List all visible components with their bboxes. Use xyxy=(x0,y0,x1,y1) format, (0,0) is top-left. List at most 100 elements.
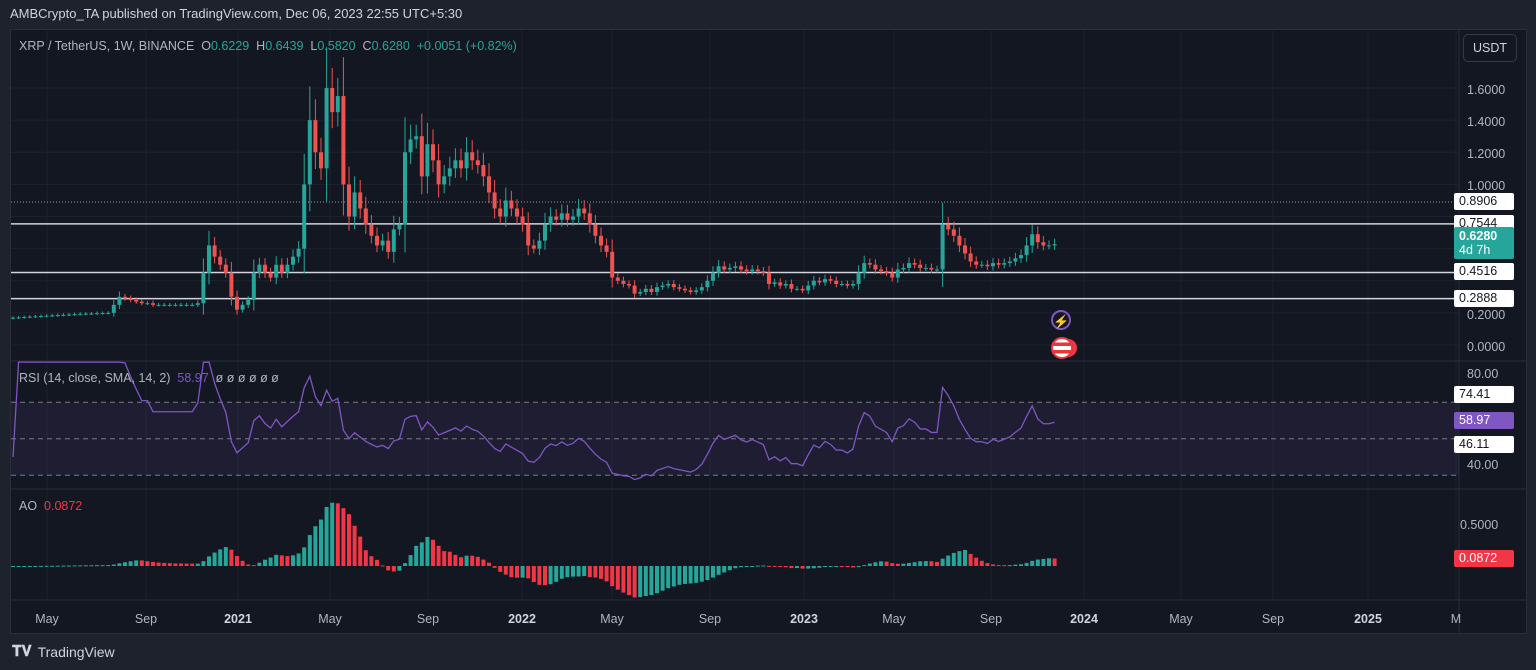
candle-body xyxy=(470,152,475,161)
rsi-line xyxy=(12,361,1055,481)
price-axis-tick: 1.2000 xyxy=(1467,147,1506,162)
candle-body xyxy=(548,216,553,225)
candle-body xyxy=(201,272,206,304)
time-axis-label: Sep xyxy=(134,612,158,626)
symbol-legend[interactable]: XRP / TetherUS, 1W, BINANCE O0.6229 H0.6… xyxy=(19,39,517,53)
candle-body xyxy=(699,287,704,291)
candle-body xyxy=(156,304,161,306)
candle-body xyxy=(1035,234,1040,243)
currency-button[interactable]: USDT xyxy=(1462,34,1517,62)
ao-bar xyxy=(615,566,620,590)
ao-bar xyxy=(195,563,200,566)
ao-bar xyxy=(408,555,413,566)
candle-body xyxy=(464,152,469,169)
chart-frame[interactable]: XRP / TetherUS, 1W, BINANCE O0.6229 H0.6… xyxy=(10,29,1527,634)
candle-body xyxy=(397,224,402,230)
ao-bar xyxy=(498,566,503,572)
candle-body xyxy=(39,316,43,318)
ao-bar xyxy=(1013,564,1018,566)
ao-bar xyxy=(991,564,995,566)
candle-body xyxy=(195,303,200,305)
rsi-lower-tag: 46.11 xyxy=(1454,436,1514,453)
ao-bar xyxy=(173,563,178,566)
candle-body xyxy=(347,184,351,217)
candle-body xyxy=(839,283,844,285)
candle-body xyxy=(694,290,699,293)
candle-body xyxy=(257,264,262,273)
ao-bar xyxy=(739,566,743,568)
candle-body xyxy=(173,304,178,306)
ao-value: 0.0872 xyxy=(44,499,83,513)
ao-bar xyxy=(531,566,536,583)
ao-bar xyxy=(823,566,827,567)
candle-body xyxy=(447,168,452,177)
ao-bar xyxy=(363,550,368,566)
ao-bar xyxy=(207,556,211,566)
ao-bar xyxy=(218,549,223,566)
candle-body xyxy=(520,216,525,225)
ao-bar xyxy=(369,556,374,566)
ao-bar xyxy=(845,566,850,567)
ao-bar xyxy=(50,565,55,567)
ao-bar xyxy=(985,563,990,566)
ao-bar xyxy=(929,561,934,566)
ao-bar xyxy=(699,566,704,582)
ao-bar xyxy=(22,566,27,567)
ao-bar xyxy=(940,558,945,566)
time-axis-label: Sep xyxy=(698,612,722,626)
candle-body xyxy=(302,184,307,249)
change-value: +0.0051 (+0.82%) xyxy=(416,39,517,53)
ao-bar xyxy=(95,565,99,567)
candle-body xyxy=(593,224,598,236)
candle-body xyxy=(453,160,458,169)
ao-bar xyxy=(694,566,699,583)
candle-body xyxy=(587,213,592,225)
ao-bar xyxy=(263,559,267,566)
candle-body xyxy=(1041,242,1046,246)
time-axis-label: May xyxy=(318,612,342,626)
ao-bar xyxy=(358,536,363,566)
candle-body xyxy=(268,272,273,278)
ao-bar xyxy=(806,566,811,569)
ao-bar xyxy=(72,565,77,567)
time-axis-label: 2021 xyxy=(224,612,252,626)
ao-bar xyxy=(375,559,379,566)
tradingview-brand[interactable]: 𝐓𝐕 TradingView xyxy=(12,643,115,660)
ao-bar xyxy=(627,566,631,596)
last-price-tag: 0.6280 4d 7h xyxy=(1454,227,1514,259)
candle-body xyxy=(610,251,615,278)
candle-body xyxy=(951,229,956,236)
candle-body xyxy=(240,304,245,310)
rsi-value-tag: 58.97 xyxy=(1454,412,1514,429)
candle-body xyxy=(733,266,738,268)
ao-bar xyxy=(251,565,256,567)
ao-bar xyxy=(380,565,385,567)
candle-body xyxy=(1002,263,1007,265)
chart-canvas[interactable] xyxy=(11,30,1526,633)
candle-body xyxy=(918,264,923,268)
candle-body xyxy=(559,213,564,220)
ao-bar xyxy=(509,566,514,578)
rsi-axis-tick: 80.00 xyxy=(1467,367,1499,381)
ao-bar xyxy=(391,566,396,572)
ao-bar xyxy=(285,556,290,566)
candle-body xyxy=(968,253,973,262)
level-tag: 0.4516 xyxy=(1454,263,1514,281)
candle-body xyxy=(1030,234,1035,246)
rsi-legend[interactable]: RSI (14, close, SMA, 14, 2) 58.97 ø ø ø … xyxy=(19,371,279,385)
us-flag-event-icon[interactable] xyxy=(1051,337,1073,359)
lightning-event-icon[interactable]: ⚡ xyxy=(1051,310,1071,330)
time-axis-label: Sep xyxy=(416,612,440,626)
ao-bar xyxy=(1007,565,1012,567)
ao-legend[interactable]: AO 0.0872 xyxy=(19,499,82,513)
candle-body xyxy=(923,267,928,269)
candle-body xyxy=(319,152,323,169)
candle-body xyxy=(806,285,811,291)
candle-body xyxy=(475,160,480,166)
ao-bar xyxy=(83,565,88,567)
ao-bar xyxy=(386,566,391,571)
candle-body xyxy=(33,316,38,318)
ao-bar xyxy=(55,565,60,567)
candle-body xyxy=(251,272,256,301)
candle-body xyxy=(498,208,503,217)
